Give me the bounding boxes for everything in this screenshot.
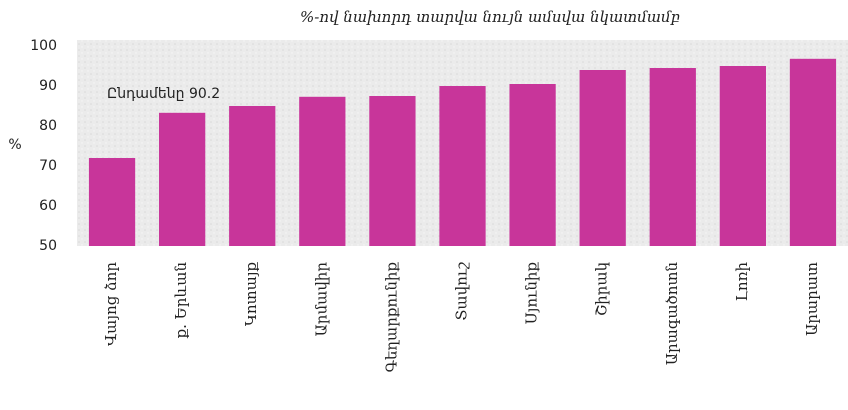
x-tick-label: Արմավիր xyxy=(312,262,330,337)
bar xyxy=(159,112,206,246)
y-tick-label: 60 xyxy=(39,198,57,214)
y-tick-label: 70 xyxy=(39,158,57,174)
bar xyxy=(88,158,136,246)
y-tick-label: 50 xyxy=(39,238,57,254)
bar xyxy=(649,68,696,246)
x-tick-label: Արագածոտն xyxy=(663,262,681,366)
y-tick-label: 100 xyxy=(30,38,57,54)
x-tick-label: Արարատ xyxy=(803,262,821,336)
x-tick-label: Լոռի xyxy=(733,262,751,302)
x-tick-label: Գեղարքունիք xyxy=(382,262,400,373)
bar xyxy=(509,84,556,246)
chart-title: %-ով նախորդ տարվա նույն ամսվա նկատմամբ xyxy=(300,8,680,26)
bar xyxy=(299,96,346,246)
x-tick-label: Կոտայք xyxy=(242,262,260,327)
x-tick-label: Տավուշ xyxy=(453,262,471,321)
y-tick-label: 90 xyxy=(39,78,57,94)
bar xyxy=(369,96,416,246)
x-tick-label: Սյունիք xyxy=(523,262,541,325)
annotation: Ընդամենը 90.2 xyxy=(107,86,220,102)
y-tick-label: 80 xyxy=(39,118,57,134)
bar xyxy=(719,66,766,246)
bar xyxy=(229,106,276,246)
y-axis-label: % xyxy=(8,137,21,153)
x-tick-label: Վայոց ձոր xyxy=(102,262,120,346)
bar xyxy=(439,86,486,246)
x-tick-label: Շիրակ xyxy=(593,262,611,316)
x-tick-label: ք. Երևան xyxy=(172,262,190,339)
bar xyxy=(789,58,837,246)
bar xyxy=(579,70,626,246)
